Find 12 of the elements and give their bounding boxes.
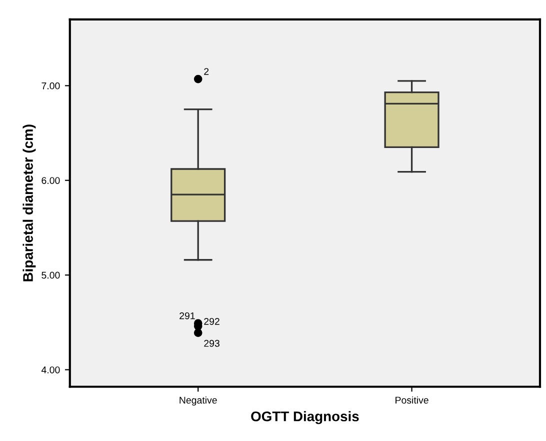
annotation: 292 bbox=[204, 318, 220, 325]
annotation: 293 bbox=[204, 340, 220, 347]
x-tick-label: Positive bbox=[396, 396, 428, 404]
annotation: 291 bbox=[180, 312, 195, 320]
annotation: 2 bbox=[204, 68, 209, 75]
y-tick-label: 4.00 bbox=[41, 366, 60, 374]
y-tick-label: 7.00 bbox=[42, 82, 60, 90]
x-tick-label: Negative bbox=[180, 396, 217, 406]
y-tick-label: 5.00 bbox=[42, 272, 60, 279]
x-axis-title: OGTT Diagnosis bbox=[251, 411, 359, 424]
y-axis-title: Biparietal diameter (cm) bbox=[22, 124, 36, 282]
y-tick-label: 6.00 bbox=[42, 177, 60, 184]
